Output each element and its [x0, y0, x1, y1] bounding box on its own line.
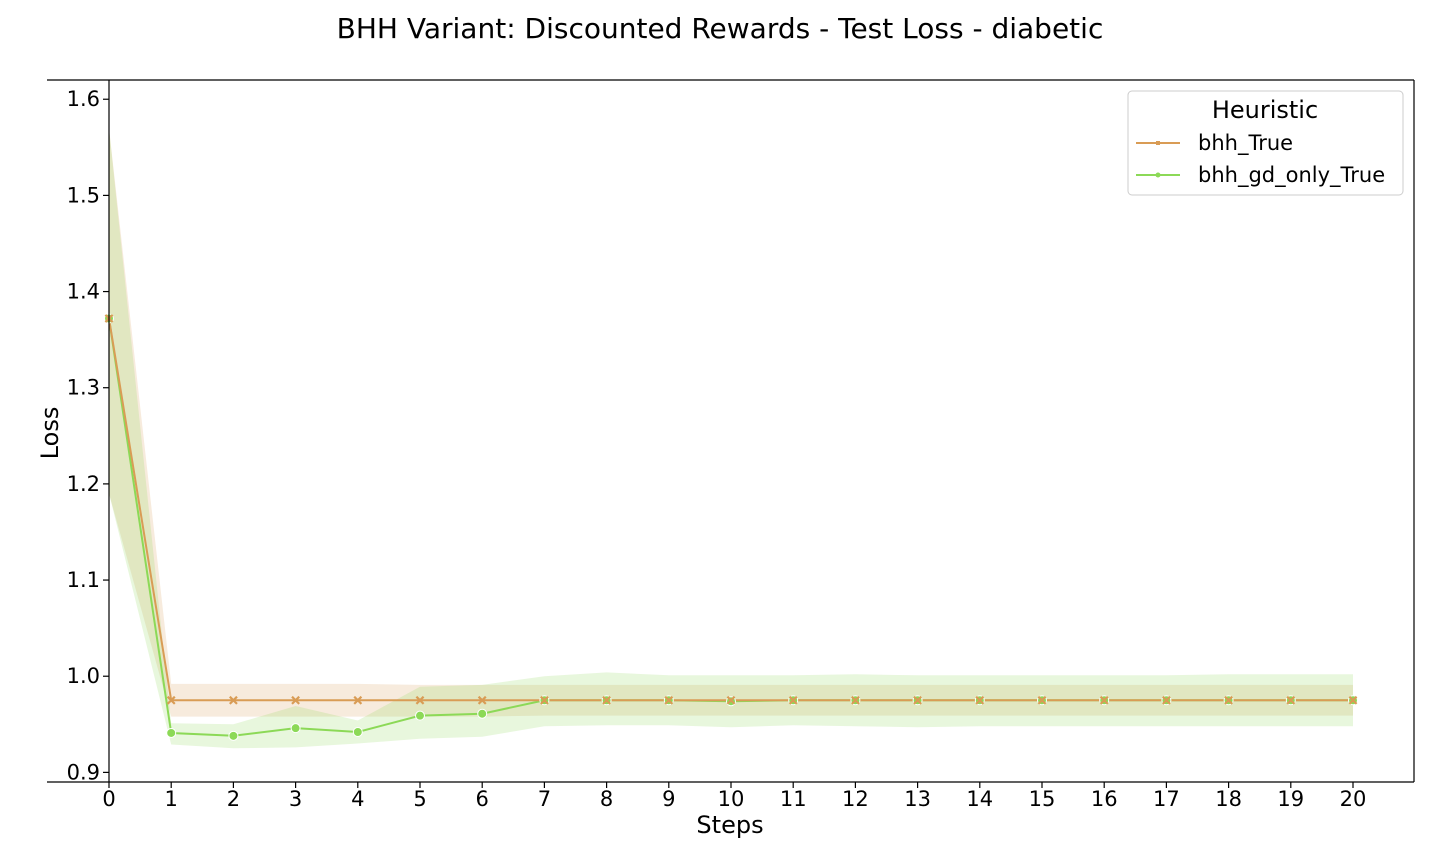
x-tick-label: 15	[1029, 787, 1056, 811]
point-bhh_True	[1348, 695, 1358, 705]
point-bhh_gd_only_True	[477, 708, 488, 719]
x-tick-label: 6	[476, 787, 489, 811]
point-bhh_True	[602, 695, 611, 705]
legend-title: Heuristic	[1212, 96, 1318, 124]
x-tick-label: 14	[966, 787, 993, 811]
x-tick-label: 16	[1091, 787, 1118, 811]
line-bhh_True	[108, 318, 1353, 702]
x-tick-label: 7	[538, 787, 551, 811]
point-bhh_True	[726, 695, 736, 705]
point-bhh_gd_only_True	[290, 723, 301, 734]
point-bhh_True	[353, 695, 363, 705]
y-tick-label: 0.9	[67, 760, 100, 784]
point-bhh_True	[415, 695, 425, 705]
x-tick-label: 20	[1340, 787, 1367, 811]
y-tick-label: 1.0	[67, 664, 100, 688]
x-tick-label: 4	[351, 787, 364, 811]
axes	[47, 79, 1415, 783]
y-tick-label: 1.6	[67, 87, 100, 111]
legend-label-bhh_True: bhh_True	[1198, 131, 1293, 156]
point-bhh_True	[291, 695, 300, 705]
point-bhh_True	[1162, 695, 1171, 705]
y-tick-label: 1.5	[67, 183, 100, 207]
legend-marker	[1156, 141, 1160, 145]
point-bhh_True	[788, 695, 798, 705]
point-bhh_True	[477, 695, 487, 705]
x-tick-label: 11	[780, 787, 807, 811]
x-tick-label: 0	[102, 787, 115, 811]
x-tick-label: 8	[600, 787, 613, 811]
x-tick-label: 18	[1215, 787, 1242, 811]
x-tick-label: 2	[227, 787, 240, 811]
point-bhh_True	[851, 695, 860, 705]
y-tick-label: 1.2	[67, 472, 100, 496]
band-bhh_True	[109, 128, 1353, 717]
point-bhh_True	[1037, 695, 1047, 705]
x-tick-label: 19	[1277, 787, 1304, 811]
x-tick-label: 1	[165, 787, 178, 811]
point-bhh_True	[229, 695, 238, 705]
y-tick-label: 1.3	[67, 376, 100, 400]
legend-box	[1127, 90, 1404, 196]
series-lines	[108, 318, 1353, 737]
legend: Heuristic bhh_True bhh_gd_only_True	[1127, 90, 1404, 196]
x-tick-label: 17	[1153, 787, 1180, 811]
chart-title: BHH Variant: Discounted Rewards - Test L…	[337, 12, 1104, 45]
x-tick-label: 12	[842, 787, 869, 811]
y-ticks: 0.9 1.0 1.1 1.2 1.3 1.4 1.5 1.6	[67, 87, 109, 784]
point-bhh_gd_only_True	[415, 710, 425, 721]
legend-label-bhh_gd_only_True: bhh_gd_only_True	[1198, 163, 1385, 188]
point-bhh_True	[664, 695, 674, 705]
point-bhh_True	[540, 695, 549, 705]
point-bhh_True	[975, 695, 985, 705]
point-bhh_True	[1099, 695, 1109, 705]
x-tick-label: 9	[662, 787, 675, 811]
x-tick-label: 10	[718, 787, 745, 811]
y-tick-label: 1.4	[67, 280, 100, 304]
point-bhh_True	[913, 695, 922, 705]
point-bhh_True	[1286, 695, 1296, 705]
point-bhh_True	[166, 695, 176, 705]
x-tick-label: 13	[904, 787, 931, 811]
series-markers	[104, 313, 1358, 741]
x-tick-label: 3	[289, 787, 302, 811]
point-bhh_True	[1224, 695, 1233, 705]
y-tick-label: 1.1	[67, 568, 100, 592]
legend-marker	[1155, 172, 1161, 178]
confidence-bands	[109, 128, 1353, 749]
point-bhh_gd_only_True	[228, 730, 239, 741]
point-bhh_gd_only_True	[166, 727, 177, 738]
y-axis-label: Loss	[36, 407, 64, 460]
point-bhh_gd_only_True	[352, 726, 363, 737]
x-axis-label: Steps	[696, 811, 763, 839]
x-tick-label: 5	[413, 787, 426, 811]
line-bhh_gd_only_True	[108, 318, 1353, 737]
x-ticks: 0 1 2 3 4 5 6 7 8 9 10 11 12 13 14 15 16 17 18 19 20	[102, 782, 1366, 811]
band-bhh_gd_only_True	[109, 128, 1353, 749]
